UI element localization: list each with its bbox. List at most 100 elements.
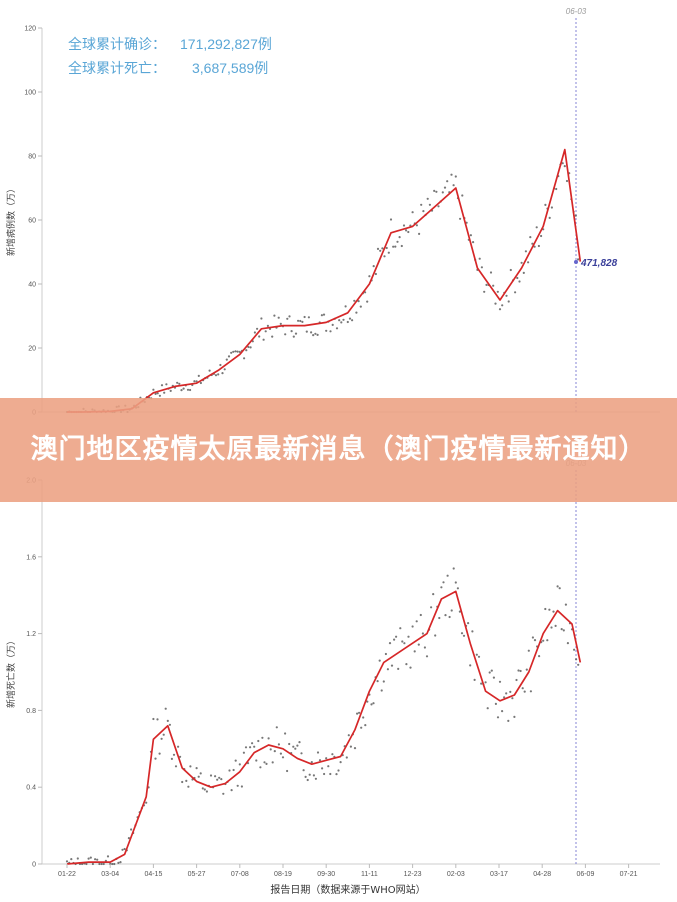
daily-point [564, 603, 568, 606]
daily-point [302, 769, 305, 772]
daily-point [238, 763, 241, 766]
x-tick-label: 12-23 [404, 871, 422, 878]
daily-point [573, 648, 576, 651]
daily-point [156, 392, 159, 395]
daily-point [418, 232, 421, 235]
daily-point [374, 272, 377, 276]
daily-point [489, 271, 493, 274]
daily-point [284, 732, 287, 735]
daily-point [174, 765, 178, 768]
daily-point [537, 244, 541, 248]
daily-point [527, 649, 530, 652]
x-tick-label: 04-28 [533, 871, 551, 878]
daily-point [236, 784, 239, 787]
daily-point [253, 745, 256, 748]
daily-point [355, 311, 358, 314]
daily-point [219, 363, 222, 367]
daily-point [402, 224, 406, 227]
daily-point [230, 789, 233, 792]
daily-point [484, 681, 487, 684]
daily-point [353, 747, 357, 750]
daily-point [515, 678, 518, 682]
daily-point [277, 743, 280, 746]
y-tick-label: 40 [28, 282, 36, 289]
daily-point [550, 626, 553, 629]
daily-point [232, 350, 235, 353]
daily-point [85, 862, 88, 866]
daily-point [378, 659, 381, 662]
daily-point [544, 607, 547, 611]
daily-points [65, 162, 580, 414]
daily-point [318, 759, 322, 762]
daily-point [384, 652, 387, 656]
daily-point [284, 333, 287, 336]
daily-point [327, 765, 330, 768]
daily-point [558, 587, 561, 590]
daily-point [358, 711, 361, 714]
daily-point [472, 241, 475, 244]
y-tick-label: 80 [28, 154, 36, 161]
daily-point [304, 775, 307, 779]
daily-point [435, 190, 438, 193]
daily-point [544, 203, 547, 206]
daily-point [434, 634, 437, 637]
daily-point [577, 663, 580, 666]
daily-point [312, 334, 315, 337]
daily-point [214, 775, 217, 778]
daily-point [409, 666, 412, 669]
daily-point [513, 715, 516, 719]
daily-point [76, 857, 79, 860]
daily-point [403, 642, 406, 645]
daily-point [538, 655, 541, 658]
daily-point [411, 211, 414, 214]
daily-point [501, 304, 504, 307]
daily-point [486, 707, 489, 710]
daily-point [208, 369, 211, 372]
y-tick-label: 0.4 [26, 785, 36, 792]
daily-point [286, 769, 289, 773]
cursor-point [574, 260, 578, 264]
daily-point [164, 707, 167, 710]
daily-point [119, 861, 122, 864]
y-tick-label: 120 [24, 26, 36, 33]
daily-point [271, 335, 274, 338]
daily-point [423, 646, 426, 649]
daily-point [102, 862, 105, 866]
daily-point [514, 291, 517, 294]
daily-point [496, 716, 500, 719]
daily-point [265, 762, 268, 766]
cursor-date-label: 06-03 [566, 7, 587, 16]
daily-point [121, 848, 124, 851]
daily-point [372, 702, 375, 705]
daily-point [331, 323, 334, 326]
chart-deaths: 00.40.81.21.62.0新增死亡数（万）06-0301-2203-040… [5, 459, 660, 896]
y-tick-label: 20 [28, 346, 36, 353]
daily-point [446, 180, 449, 183]
daily-point [166, 719, 169, 723]
x-tick-label: 08-19 [274, 871, 292, 878]
annotation-label: 全球累计确诊： [68, 36, 166, 53]
daily-point [454, 581, 457, 584]
daily-point [298, 741, 301, 744]
daily-point [331, 753, 334, 756]
daily-point [263, 761, 266, 764]
daily-point [420, 203, 423, 206]
daily-point [201, 787, 204, 790]
daily-point [525, 668, 528, 671]
daily-point [496, 290, 499, 293]
daily-point [214, 374, 218, 377]
daily-point [394, 245, 397, 248]
daily-point [177, 745, 180, 748]
daily-point [187, 785, 190, 788]
daily-point [478, 257, 481, 260]
daily-point [275, 726, 278, 729]
daily-point [505, 294, 508, 297]
daily-point [548, 608, 551, 611]
daily-point [156, 718, 159, 721]
daily-points [65, 567, 580, 866]
daily-point [529, 236, 532, 239]
daily-point [522, 271, 525, 274]
daily-point [577, 258, 580, 261]
y-axis-title: 新增病例数（万） [5, 184, 17, 256]
